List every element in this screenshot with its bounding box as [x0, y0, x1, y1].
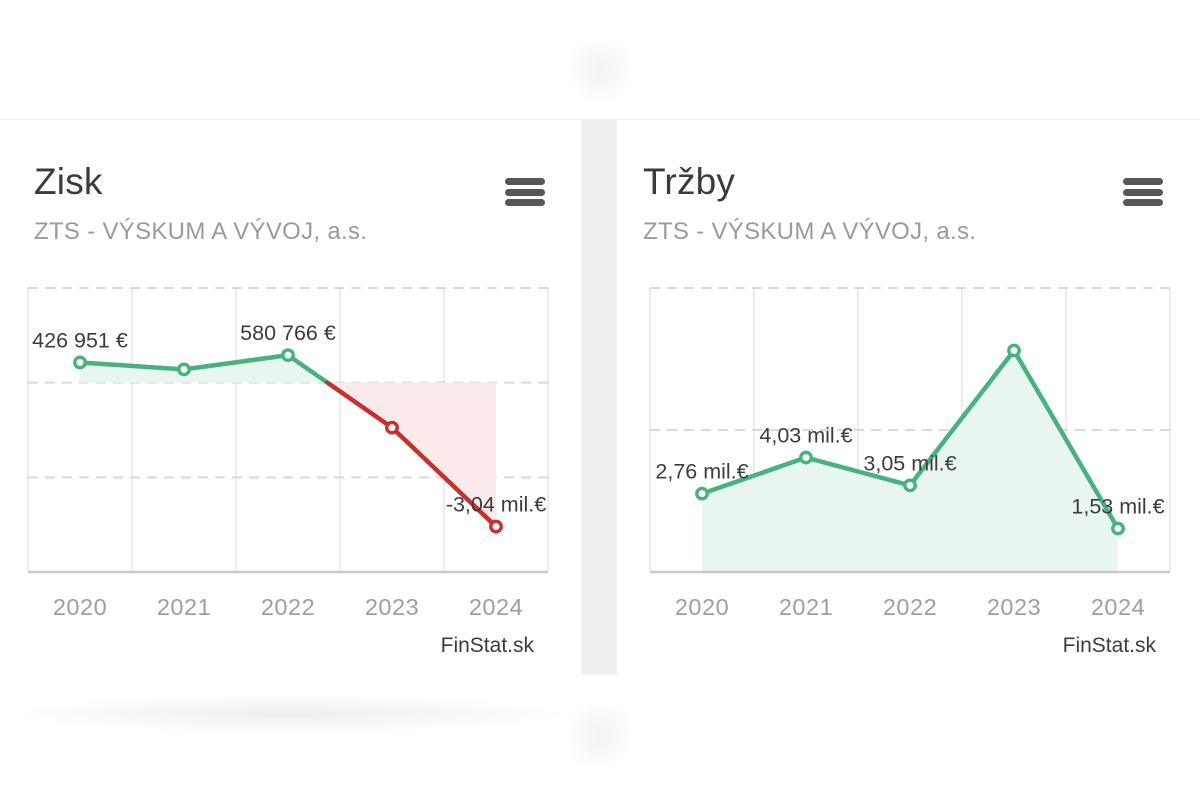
data-point-2021[interactable]: [799, 450, 813, 465]
series-line-segment: [699, 455, 809, 496]
x-axis-tick-label: 2020: [675, 594, 729, 620]
revenue-line-chart: 2,76 mil.€ 4,03 mil.€ 3,05 mil.€ 1,53 mil.€…: [649, 287, 1171, 620]
bottom-shadow-blob: [552, 688, 647, 783]
menu-bar: [1123, 188, 1163, 196]
menu-bar: [505, 199, 545, 206]
data-point-2020[interactable]: [73, 355, 87, 370]
bottom-shadow-strip: [10, 694, 570, 734]
menu-bar: [505, 178, 545, 185]
finstat-attribution-link[interactable]: FinStat.sk: [1062, 634, 1156, 657]
point-value-label: -3,04 mil.€: [446, 493, 546, 517]
negative-area-fill: [327, 382, 496, 527]
point-value-label: 426 951 €: [32, 328, 128, 352]
point-value-label: 2,76 mil.€: [655, 460, 748, 484]
series-line-segment: [285, 352, 330, 385]
data-point-2024[interactable]: [1111, 521, 1125, 536]
company-name: ZTS - VÝSKUM A VÝVOJ, a.s.: [34, 218, 368, 245]
series-line-segment: [803, 455, 913, 488]
point-value-label: 3,05 mil.€: [863, 451, 956, 475]
x-axis-tick-label: 2022: [261, 594, 315, 620]
menu-bar: [1123, 199, 1163, 206]
point-value-label: 580 766 €: [240, 321, 336, 345]
point-value-label: 1,53 mil.€: [1071, 495, 1164, 519]
company-name: ZTS - VÝSKUM A VÝVOJ, a.s.: [643, 218, 977, 245]
menu-bar: [505, 188, 545, 196]
revenue-chart-card: Tržby ZTS - VÝSKUM A VÝVOJ, a.s. 2,76 mi…: [617, 120, 1192, 712]
x-axis-tick-label: 2023: [987, 594, 1041, 620]
menu-bar: [1123, 178, 1163, 185]
chart-title-trzby: Tržby: [643, 161, 736, 202]
series-line-segment: [1011, 348, 1121, 531]
data-point-2020[interactable]: [695, 486, 709, 501]
profit-chart-card: Zisk ZTS - VÝSKUM A VÝVOJ, a.s. 426 951 …: [8, 120, 581, 712]
profit-line-chart: 426 951 € 580 766 € -3,04 mil.€ 2020 2021 202…: [27, 287, 549, 620]
x-axis-tick-label: 2022: [883, 594, 937, 620]
cards-top-hairline: [0, 119, 1200, 120]
data-point-2022[interactable]: [903, 478, 917, 493]
series-line-segment: [907, 348, 1017, 488]
series-line-segment: [77, 360, 187, 372]
point-value-label: 4,03 mil.€: [759, 424, 852, 448]
data-point-2021[interactable]: [177, 362, 191, 377]
hamburger-menu-icon[interactable]: [1123, 178, 1163, 206]
cards-divider: [581, 120, 617, 675]
series-line-segment: [325, 380, 395, 430]
series-line-segment: [181, 352, 291, 372]
finstat-attribution-link[interactable]: FinStat.sk: [440, 634, 534, 657]
x-axis-tick-label: 2021: [157, 594, 211, 620]
series-line-segment: [389, 425, 499, 529]
x-axis-tick-label: 2024: [469, 594, 523, 620]
data-point-2023[interactable]: [1007, 343, 1021, 358]
x-axis-tick-label: 2024: [1091, 594, 1145, 620]
x-axis-tick-label: 2021: [779, 594, 833, 620]
data-point-2024[interactable]: [489, 519, 503, 534]
x-axis-tick-label: 2023: [365, 594, 419, 620]
data-point-2023[interactable]: [385, 420, 399, 435]
x-axis-tick-label: 2020: [53, 594, 107, 620]
positive-area-fill: [702, 350, 1118, 572]
chart-title-zisk: Zisk: [34, 161, 103, 202]
hamburger-menu-icon[interactable]: [505, 178, 545, 206]
top-shadow-blob: [550, 22, 650, 118]
data-point-2022[interactable]: [281, 348, 295, 363]
